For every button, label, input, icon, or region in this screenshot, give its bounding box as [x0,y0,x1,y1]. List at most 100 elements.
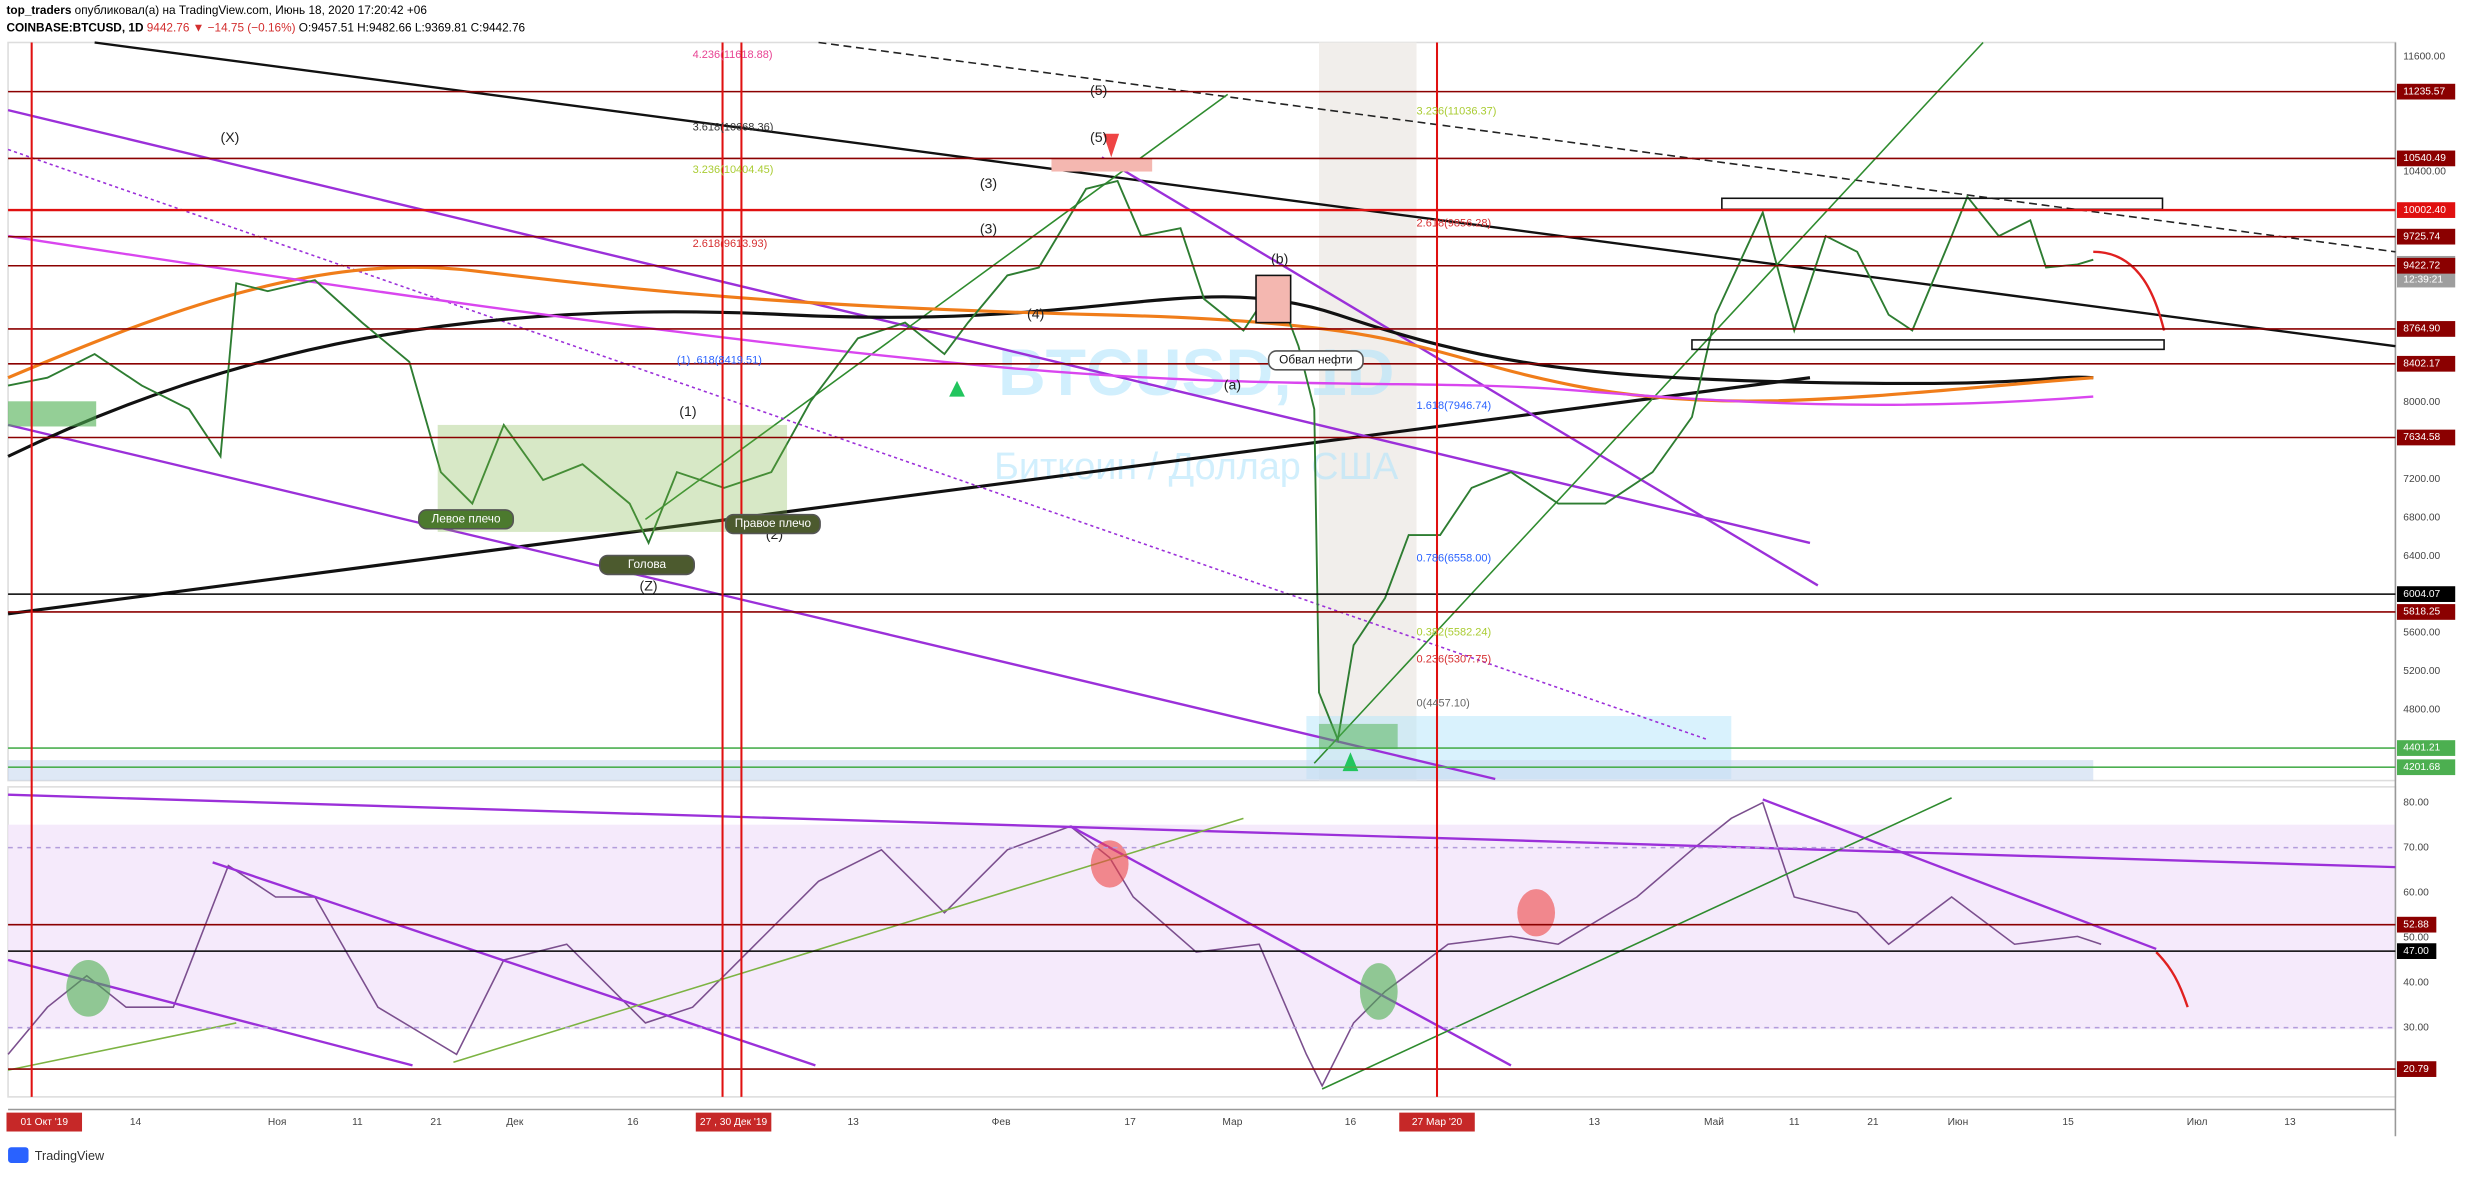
wave-label: (4) [1027,306,1044,322]
time-label: Ноя [268,1117,287,1128]
time-label: 15 [2062,1117,2074,1128]
boxed-label: Голова [628,557,667,571]
time-label: Июл [2187,1117,2208,1128]
time-label: Дек [506,1117,524,1128]
moving-average [7,234,2094,406]
rsi-label: 30.00 [2403,1022,2429,1033]
rsi-label-bg [2396,943,2437,959]
time-label: Июн [1948,1117,1969,1128]
projection-arrow [2093,250,2166,331]
time-label: Фев [992,1117,1011,1128]
price-label-bg [2396,83,2456,100]
moving-average [7,295,2094,458]
wave-label: (Z) [640,579,658,595]
time-label: 11 [1789,1117,1800,1128]
rsi-trend [1321,797,1952,1090]
price-label-bg [2396,228,2456,245]
label-box [599,554,695,576]
price-label: 4401.21 [2403,743,2440,754]
rsi-label: 70.00 [2403,842,2429,853]
fib-label: 1.618(7946.74) [1417,400,1492,412]
price-line [7,179,2094,744]
price-label: 8764.90 [2403,324,2440,335]
fib-label: 0.786(6558.00) [1417,553,1492,565]
wave-label: (1) [679,404,696,420]
rsi-label: 20.79 [2403,1064,2429,1075]
time-label: 11 [352,1117,363,1128]
header-line: top_traders опубликовал(а) на TradingVie… [6,3,427,17]
zone [1318,42,1417,781]
price-label-bg [2396,586,2456,602]
wave-label: (3) [980,176,997,192]
trend-line [818,41,2396,253]
price-label-bg [2396,759,2456,776]
projection-arrow [2155,951,2189,1008]
label-box [724,513,821,535]
trend-line [1101,156,1819,587]
price-label: 6004.07 [2403,589,2440,600]
rsi-label-bg [2396,1061,2437,1077]
volume-area [8,760,2094,781]
pattern-box [8,401,97,427]
rsi-label: 47.00 [2403,946,2429,957]
wave-label: (5) [1090,130,1107,146]
down-arrow [1103,133,1120,158]
ohlc: O:9457.51 H:9482.66 L:9369.81 C:9442.76 [299,20,526,34]
time-label: 17 [1124,1117,1136,1128]
author: top_traders [6,3,71,17]
time-label: 21 [430,1117,442,1128]
change: 9442.76 ▼ −14.75 (−0.16%) [147,20,296,34]
price-label: 9725.74 [2403,231,2440,242]
price-label-bg [2396,604,2456,620]
price-label: 5200.00 [2403,666,2440,677]
range-box [1691,339,2165,351]
trend-line [1313,41,1984,764]
price-label: 7200.00 [2403,474,2440,485]
price-label: 11235.57 [2403,86,2445,97]
zone-box [1255,274,1292,324]
rsi-label-bg [2396,916,2437,933]
price-label: 5818.25 [2403,607,2440,618]
time-label: 13 [1589,1117,1601,1128]
trend-line [7,376,1811,616]
fib-label: 0(4457.10) [1417,697,1470,709]
rsi-label: 80.00 [2403,797,2429,808]
time-label: 16 [627,1117,639,1128]
symbol-line: COINBASE:BTCUSD, 1D 9442.76 ▼ −14.75 (−0… [6,20,525,34]
boxed-label: Левое плечо [432,511,501,525]
price-label: 5600.00 [2403,628,2440,639]
trend-line [7,148,1708,741]
time-label: Мар [1222,1117,1242,1128]
time-label-bg [6,1112,83,1132]
fib-label: 0.382(5582.24) [1417,627,1492,639]
price-label: 10540.49 [2403,153,2446,164]
price-label-bg [2396,355,2456,372]
marker [1517,889,1556,937]
marker [1090,840,1129,888]
boxed-label: Обвал нефти [1279,352,1352,366]
boxed-label: Правое плечо [735,516,812,530]
price-label: 11600.00 [2403,51,2445,62]
fib-label: (1) .618(8419.51) [677,354,762,366]
logo [8,1147,29,1163]
rsi-label: 60.00 [2403,887,2429,898]
rsi-label: 50.00 [2403,932,2429,943]
fib-label: 3.618(10668.36) [693,121,774,133]
wave-label: (3) [980,221,997,237]
price-label-bg [2396,429,2456,446]
price-label: 10002.40 [2403,205,2446,216]
fib-label: 4.236(11618.88) [693,49,773,61]
price-label: 10400.00 [2403,167,2446,178]
price-label: 4201.68 [2403,762,2440,773]
price-label-bg [2396,271,2456,288]
fib-label: 2.618(9613.93) [693,238,768,250]
marker [1359,963,1398,1020]
time-label: 13 [847,1117,859,1128]
wave-label: (5) [1090,83,1107,99]
time-label: 16 [1345,1117,1357,1128]
price-label: 8000.00 [2403,397,2440,408]
rsi-trend [212,861,816,1067]
fib-label: 3.236(10404.45) [693,164,774,176]
price-label: 4800.00 [2403,704,2440,715]
